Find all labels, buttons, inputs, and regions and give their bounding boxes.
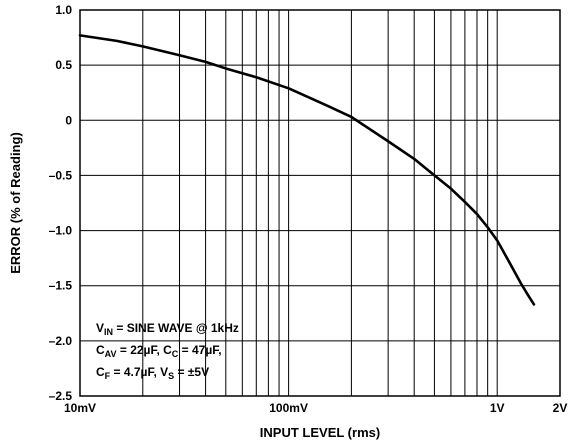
y-tick-label: 0	[65, 113, 72, 127]
annotation-text: = SINE WAVE @ 1kHz	[113, 321, 239, 335]
y-tick-label: –2.0	[49, 334, 73, 348]
annotation-subscript: AV	[105, 349, 117, 359]
annotation-line: CAV = 22µF, CC = 47µF,	[96, 343, 222, 359]
y-tick-label: 1.0	[55, 3, 72, 17]
annotation-text: = ±5V	[174, 365, 209, 379]
annotation-text: = 4.7µF, V	[110, 365, 168, 379]
y-axis-label: ERROR (% of Reading)	[8, 132, 23, 274]
grid	[79, 9, 561, 397]
annotation-subscript: C	[172, 349, 179, 359]
y-tick-label: –0.5	[49, 168, 73, 182]
annotation-text: = 47µF,	[178, 343, 221, 357]
annotation-text: C	[96, 365, 105, 379]
error-curve	[78, 34, 536, 306]
annotation-line: VIN = SINE WAVE @ 1kHz	[96, 321, 239, 337]
series-layer	[78, 34, 536, 306]
annotation-text: = 22µF, C	[117, 343, 173, 357]
annotation-subscript: F	[105, 371, 111, 381]
annotation-subscript: S	[168, 371, 174, 381]
y-tick-label: 0.5	[55, 58, 72, 72]
annotation-line: CF = 4.7µF, VS = ±5V	[96, 365, 209, 381]
x-axis-label: INPUT LEVEL (rms)	[260, 425, 380, 440]
y-tick-label: –1.5	[49, 279, 73, 293]
y-tick-labels: 1.0 0.5 0 –0.5 –1.0 –1.5 –2.0 –2.5	[49, 3, 73, 403]
x-tick-label: 1V	[490, 401, 505, 415]
y-tick-label: –1.0	[49, 224, 73, 238]
y-tick-label: –2.5	[49, 389, 73, 403]
x-tick-label: 2V	[553, 401, 568, 415]
annotation-subscript: IN	[104, 327, 113, 337]
x-tick-label: 100mV	[269, 401, 308, 415]
x-tick-label: 10mV	[64, 401, 96, 415]
x-tick-labels: 10mV 100mV 1V 2V	[64, 401, 567, 415]
annotation-text: C	[96, 343, 105, 357]
plot-frame	[79, 9, 561, 397]
annotation-text: V	[96, 321, 104, 335]
